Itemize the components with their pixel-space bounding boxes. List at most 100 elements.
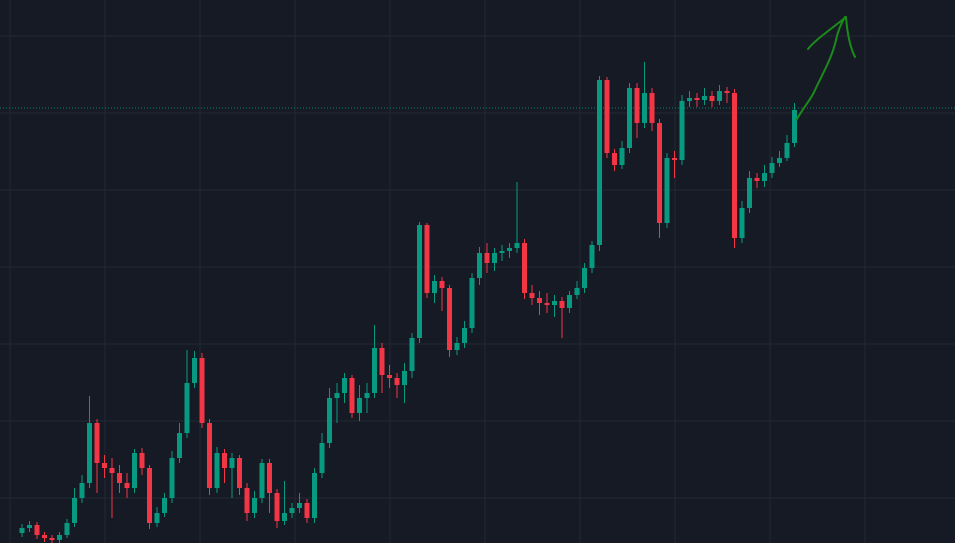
- candle-body: [34, 525, 40, 535]
- candle-body: [42, 535, 47, 538]
- candle-body: [207, 423, 212, 488]
- candle-body: [642, 93, 647, 123]
- candle-body: [72, 498, 77, 523]
- candle-body: [559, 301, 565, 308]
- candle-body: [739, 208, 745, 238]
- candle-body: [492, 253, 497, 263]
- candle-body: [372, 348, 377, 393]
- candle-body: [754, 178, 760, 181]
- candle-body: [454, 343, 460, 350]
- candle-body: [229, 458, 235, 468]
- candle-body: [627, 88, 632, 148]
- candle-body: [477, 253, 482, 278]
- candle-body: [672, 158, 677, 160]
- candle-body: [147, 468, 152, 523]
- candle-body: [94, 423, 100, 463]
- candle-body: [612, 153, 617, 165]
- candle-body: [784, 143, 790, 158]
- candle-body: [522, 243, 527, 293]
- candle-body: [484, 253, 490, 263]
- candle-body: [792, 110, 797, 143]
- candle-body: [447, 288, 452, 350]
- candle-body: [769, 163, 775, 173]
- candle-body: [342, 378, 347, 393]
- candle-body: [139, 453, 145, 468]
- candle-body: [237, 458, 242, 488]
- candle-body: [732, 93, 737, 238]
- candle-body: [387, 375, 392, 378]
- candle-body: [747, 178, 752, 208]
- candle-body: [619, 148, 625, 165]
- candle-body: [334, 393, 340, 398]
- candle-body: [192, 358, 197, 383]
- candle-body: [552, 301, 557, 305]
- candle-body: [124, 483, 130, 488]
- candle-body: [514, 243, 520, 248]
- candle-body: [57, 535, 62, 540]
- candle-body: [199, 358, 205, 423]
- candle-body: [604, 80, 610, 153]
- candle-body: [214, 453, 220, 488]
- candle-body: [169, 458, 175, 498]
- candle-body: [27, 525, 32, 528]
- candle-body: [289, 508, 295, 513]
- candle-body: [319, 443, 325, 473]
- candle-body: [469, 278, 475, 328]
- candle-body: [87, 423, 92, 483]
- candle-body: [499, 251, 505, 253]
- candle-body: [687, 98, 692, 101]
- candle-body: [574, 288, 580, 295]
- candle-body: [507, 248, 512, 251]
- candle-body: [582, 268, 587, 288]
- candle-body: [184, 383, 190, 433]
- candle-body: [109, 468, 115, 473]
- candle-body: [679, 101, 685, 160]
- candle-body: [349, 378, 355, 413]
- candle-body: [762, 173, 767, 181]
- candle-body: [364, 393, 370, 398]
- candles: [19, 62, 797, 543]
- candle-body: [589, 245, 595, 268]
- candle-body: [409, 338, 415, 371]
- candle-body: [597, 80, 602, 245]
- candle-body: [162, 498, 167, 513]
- candle-body: [312, 473, 317, 518]
- candle-body: [274, 493, 280, 521]
- candle-body: [132, 453, 137, 488]
- candle-body: [649, 93, 655, 123]
- candle-body: [432, 281, 437, 293]
- candle-body: [709, 96, 715, 101]
- candle-body: [222, 453, 227, 468]
- candle-body: [49, 538, 55, 540]
- candle-body: [64, 523, 70, 535]
- candle-body: [327, 398, 332, 443]
- candle-body: [724, 91, 730, 93]
- candle-body: [544, 303, 550, 305]
- candle-body: [694, 98, 700, 100]
- candle-body: [357, 398, 362, 413]
- candle-body: [567, 295, 572, 308]
- candle-body: [417, 225, 422, 338]
- hand-drawn-arrow: [796, 16, 856, 120]
- candle-body: [117, 473, 122, 483]
- candle-body: [777, 158, 782, 163]
- candle-body: [529, 293, 535, 298]
- candle-body: [717, 91, 722, 101]
- candle-body: [154, 513, 160, 523]
- candle-body: [402, 371, 407, 385]
- candle-body: [394, 378, 400, 385]
- candle-body: [304, 503, 310, 518]
- candle-body: [259, 463, 265, 498]
- candle-body: [252, 498, 257, 513]
- candle-body: [537, 298, 542, 303]
- candle-body: [19, 528, 25, 533]
- candle-body: [282, 513, 287, 521]
- candle-body: [424, 225, 430, 293]
- candle-body: [267, 463, 272, 493]
- candle-body: [244, 488, 250, 513]
- candle-body: [657, 123, 662, 223]
- candle-body: [379, 348, 385, 375]
- candle-body: [664, 158, 670, 223]
- candle-body: [79, 483, 85, 498]
